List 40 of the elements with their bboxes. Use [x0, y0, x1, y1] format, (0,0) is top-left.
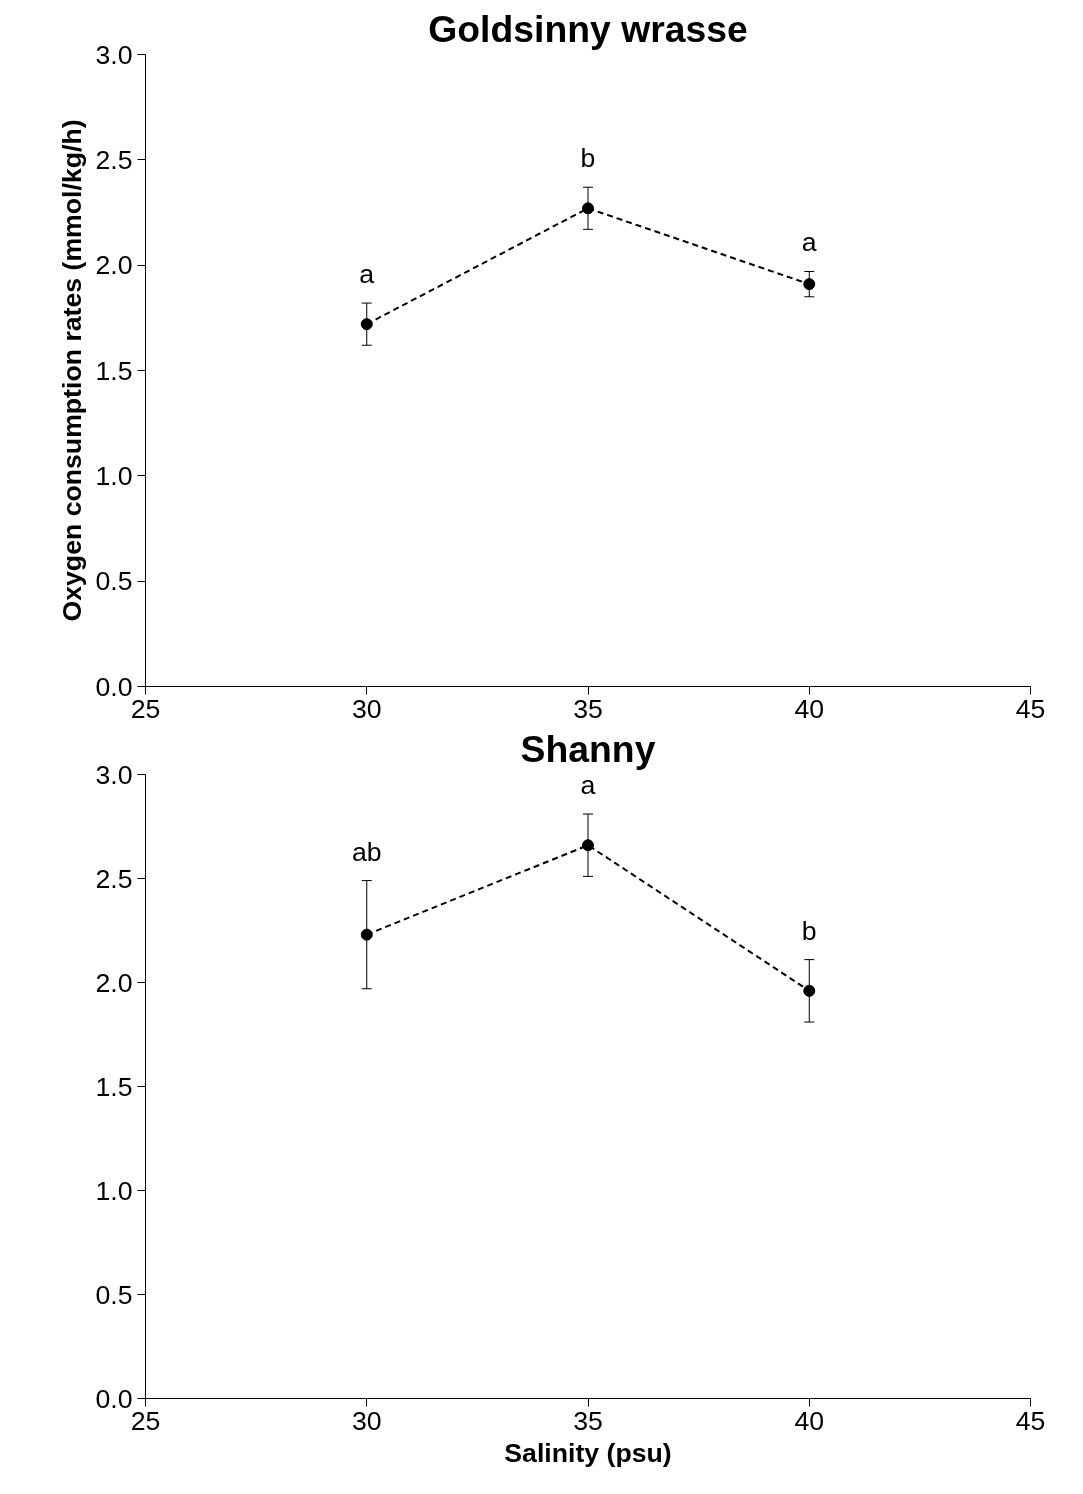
x-tick-label: 25 — [130, 1405, 161, 1436]
y-tick-label: 2.0 — [95, 967, 133, 998]
y-tick-label: 3.0 — [95, 39, 133, 70]
x-axis-title: Salinity (psu) — [504, 1437, 672, 1468]
point — [582, 202, 594, 215]
y-tick-label: 0.0 — [95, 671, 133, 702]
x-tick-label: 35 — [573, 1405, 603, 1436]
annotation: a — [801, 227, 817, 258]
x-tick-label: 45 — [1015, 1405, 1046, 1436]
y-tick-label: 1.0 — [95, 1175, 133, 1206]
y-tick-label: 3.0 — [95, 759, 133, 790]
point — [360, 318, 373, 331]
annotation: b — [801, 915, 817, 946]
annotation: b — [580, 143, 596, 174]
y-tick-label: 0.5 — [95, 1279, 133, 1310]
y-tick-label: 2.5 — [95, 144, 133, 175]
chart-title: Goldsinny wrasse — [428, 7, 748, 50]
x-tick-label: 35 — [573, 693, 603, 724]
x-tick-label: 25 — [130, 693, 161, 724]
y-tick-label: 2.5 — [95, 863, 133, 894]
point — [582, 839, 594, 852]
annotation: a — [359, 259, 375, 290]
y-tick-label: 1.0 — [95, 460, 133, 491]
annotation: ab — [351, 836, 382, 867]
annotation: a — [580, 770, 596, 801]
y-tick-label: 1.5 — [95, 355, 133, 386]
y-tick-label: 1.5 — [95, 1071, 133, 1102]
x-tick-label: 40 — [794, 1405, 825, 1436]
y-axis-title: Oxygen consumption rates (mmol/kg/h) — [57, 119, 88, 622]
x-tick-label: 40 — [794, 693, 825, 724]
x-tick-label: 30 — [351, 1405, 382, 1436]
point — [803, 984, 816, 997]
chart-title: Shanny — [520, 727, 656, 770]
y-tick-label: 2.0 — [95, 250, 133, 281]
x-tick-label: 45 — [1015, 693, 1046, 724]
point — [360, 928, 373, 941]
y-tick-label: 0.5 — [95, 566, 133, 597]
y-tick-label: 0.0 — [95, 1383, 133, 1414]
x-tick-label: 30 — [351, 693, 382, 724]
point — [803, 278, 816, 291]
